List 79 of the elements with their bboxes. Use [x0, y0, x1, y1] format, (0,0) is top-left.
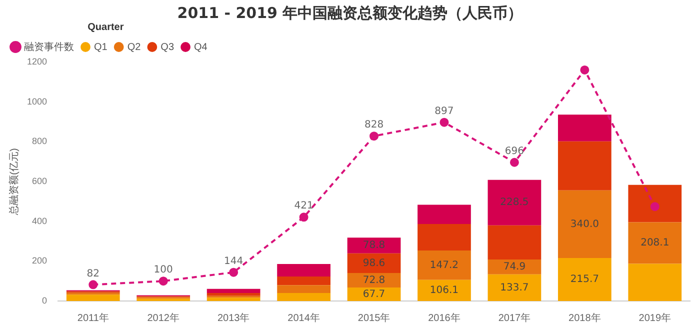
bar — [628, 264, 682, 301]
bar — [558, 141, 612, 190]
data-label: 133.7 — [500, 282, 529, 294]
bar — [628, 222, 682, 264]
bar — [206, 298, 260, 301]
bar — [488, 225, 542, 260]
data-label: 98.6 — [362, 258, 386, 269]
y-axis-title: 总融资额(亿元) — [8, 148, 20, 216]
bar — [488, 180, 542, 226]
data-label: 897 — [434, 106, 454, 117]
legend-label: Q4 — [194, 42, 208, 53]
bar — [347, 238, 401, 254]
data-label: 228.5 — [500, 197, 529, 208]
chart-title: 2011 - 2019 年中国融资总额变化趋势（人民币） — [176, 4, 524, 23]
data-label: 82 — [86, 268, 100, 280]
bar — [347, 273, 401, 288]
legend-label: Q2 — [127, 42, 142, 53]
bar — [628, 184, 682, 222]
y-tick-label: 400 — [32, 216, 48, 226]
bar — [277, 285, 330, 294]
point — [440, 118, 449, 127]
data-label: 144 — [224, 256, 244, 267]
point — [650, 202, 660, 212]
bar — [558, 258, 612, 301]
y-tick-label: 200 — [32, 256, 48, 266]
data-label: 67.7 — [362, 288, 386, 300]
data-label: 215.7 — [570, 274, 599, 286]
point — [158, 276, 168, 286]
data-label: 78.8 — [362, 240, 386, 252]
bar — [418, 280, 471, 301]
bar — [277, 276, 330, 286]
bar — [418, 224, 471, 251]
bar — [558, 114, 612, 142]
point — [370, 132, 379, 141]
bar — [347, 288, 401, 301]
bar — [277, 293, 330, 301]
bar — [488, 274, 542, 301]
data-label: 208.1 — [640, 238, 670, 249]
x-tick-label: 2011年 — [77, 312, 109, 324]
x-tick-label: 2012年 — [147, 312, 180, 324]
legend-title: Quarter — [88, 22, 124, 33]
bar — [206, 293, 260, 296]
bar — [277, 264, 330, 277]
bar — [418, 204, 471, 224]
data-label: 147.2 — [430, 260, 459, 271]
x-tick-label: 2014年 — [288, 312, 320, 324]
point — [229, 268, 238, 277]
legend-label: 融资事件数 — [24, 40, 74, 53]
point — [88, 280, 98, 290]
data-label: 74.9 — [503, 262, 526, 273]
y-tick-label: 1000 — [26, 96, 48, 106]
x-tick-label: 2019年 — [638, 312, 672, 324]
data-label: 72.8 — [362, 274, 386, 286]
y-tick-label: 800 — [32, 136, 48, 146]
y-tick-label: 600 — [32, 176, 48, 186]
bar — [418, 250, 471, 280]
y-tick-label: 1200 — [26, 56, 48, 66]
bar — [347, 253, 401, 274]
data-label: 100 — [154, 264, 173, 276]
bar — [558, 190, 612, 258]
x-tick-label: 2017年 — [498, 312, 531, 324]
data-label: 696 — [504, 146, 524, 157]
point — [510, 158, 519, 167]
data-label: 106.1 — [430, 285, 459, 296]
legend-label: Q1 — [94, 42, 108, 53]
bar — [206, 288, 260, 294]
y-tick-label: 0 — [42, 295, 48, 306]
x-tick-label: 2018年 — [568, 312, 601, 324]
x-tick-label: 2015年 — [358, 312, 390, 324]
data-label: 828 — [364, 120, 384, 131]
x-tick-label: 2016年 — [428, 312, 460, 324]
point — [299, 212, 308, 222]
legend-label: Q3 — [160, 42, 174, 53]
data-label: 421 — [294, 200, 314, 212]
x-tick-label: 2013年 — [217, 312, 250, 324]
data-label: 340.0 — [570, 218, 599, 230]
point — [580, 65, 590, 74]
bar — [488, 259, 542, 274]
bar — [66, 294, 120, 301]
